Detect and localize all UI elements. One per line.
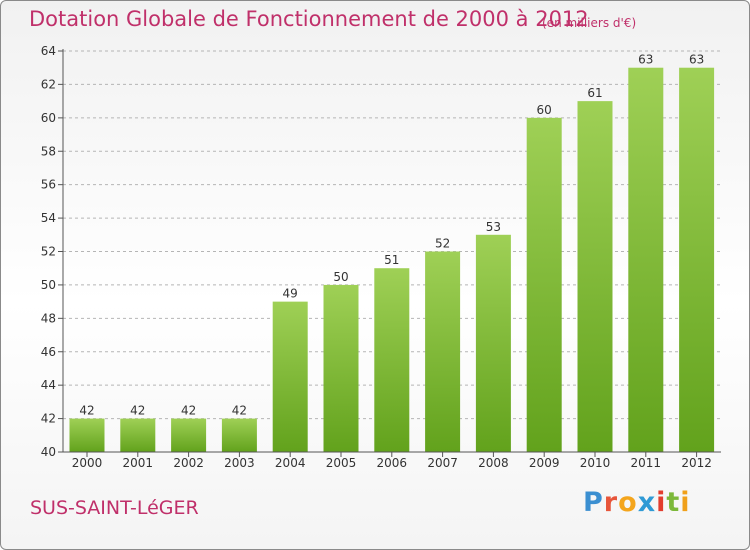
- x-tick-label: 2011: [631, 456, 662, 470]
- y-tick-label: 42: [41, 412, 56, 426]
- y-tick-label: 52: [41, 245, 56, 259]
- bar: [374, 268, 410, 452]
- bar: [272, 301, 308, 452]
- bar: [526, 117, 562, 452]
- logo-letter: o: [618, 487, 638, 518]
- logo-letter: P: [583, 487, 604, 518]
- x-tick-label: 2012: [681, 456, 712, 470]
- data-label: 63: [689, 53, 704, 67]
- bar: [221, 418, 257, 452]
- data-label: 61: [587, 86, 602, 100]
- bar: [171, 418, 207, 452]
- chart-title: Dotation Globale de Fonctionnement de 20…: [29, 7, 589, 31]
- data-label: 42: [232, 404, 247, 418]
- y-tick-label: 56: [41, 178, 56, 192]
- y-tick-label: 40: [41, 445, 56, 459]
- data-label: 51: [384, 253, 399, 267]
- y-tick-label: 64: [41, 44, 56, 58]
- x-tick-label: 2000: [72, 456, 103, 470]
- bar: [425, 251, 461, 452]
- data-label: 42: [181, 404, 196, 418]
- y-tick-label: 50: [41, 278, 56, 292]
- x-tick-label: 2004: [275, 456, 306, 470]
- y-tick-label: 58: [41, 144, 56, 158]
- y-tick-label: 44: [41, 378, 56, 392]
- x-tick-label: 2009: [529, 456, 560, 470]
- data-label: 42: [130, 404, 145, 418]
- logo-letter: x: [637, 487, 657, 518]
- logo-letter: t: [666, 487, 681, 518]
- bar: [475, 234, 511, 452]
- bar: [577, 101, 613, 452]
- y-tick-label: 46: [41, 345, 56, 359]
- data-label: 63: [638, 53, 653, 67]
- bar: [69, 418, 105, 452]
- logo-letter: r: [603, 487, 619, 518]
- x-tick-label: 2010: [580, 456, 611, 470]
- logo-letter: i: [656, 487, 667, 518]
- data-label: 50: [333, 270, 348, 284]
- x-tick-label: 2007: [427, 456, 458, 470]
- logo-letter: i: [680, 487, 691, 518]
- x-tick-label: 2003: [224, 456, 255, 470]
- y-tick-label: 60: [41, 111, 56, 125]
- x-tick-label: 2001: [123, 456, 154, 470]
- data-label: 49: [283, 287, 298, 301]
- data-label: 42: [79, 404, 94, 418]
- proxiti-logo: Proxiti: [583, 487, 691, 518]
- data-label: 60: [537, 103, 552, 117]
- bar: [679, 67, 715, 452]
- x-tick-label: 2005: [326, 456, 357, 470]
- x-tick-label: 2002: [173, 456, 204, 470]
- data-label: 53: [486, 220, 501, 234]
- y-tick-label: 54: [41, 211, 56, 225]
- chart-subtitle: (en milliers d'€): [542, 16, 637, 30]
- commune-name: SUS-SAINT-LéGER: [30, 497, 199, 519]
- y-tick-label: 48: [41, 311, 56, 325]
- y-tick-label: 62: [41, 77, 56, 91]
- bar: [628, 67, 664, 452]
- x-tick-label: 2008: [478, 456, 509, 470]
- data-label: 52: [435, 237, 450, 251]
- x-tick-label: 2006: [377, 456, 408, 470]
- bar: [120, 418, 156, 452]
- bar: [323, 284, 359, 452]
